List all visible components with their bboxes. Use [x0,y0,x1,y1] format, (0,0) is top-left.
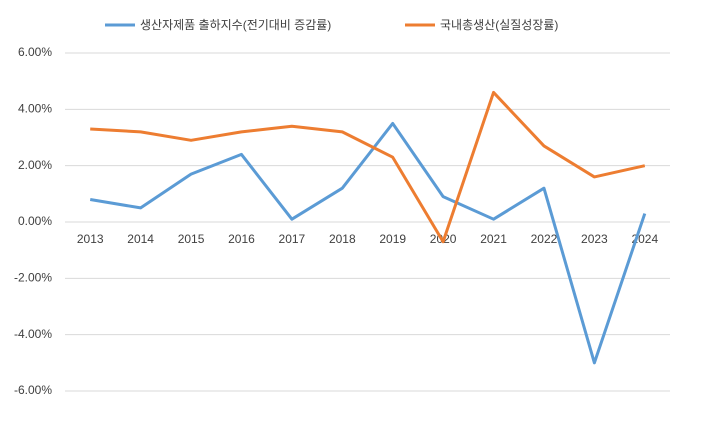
y-tick-label: -6.00% [14,383,52,397]
x-tick-label: 2019 [379,232,406,246]
x-tick-label: 2017 [279,232,306,246]
y-tick-label: -2.00% [14,271,52,285]
y-tick-label: 6.00% [18,45,52,59]
x-tick-label: 2014 [127,232,154,246]
x-tick-label: 2022 [531,232,558,246]
x-tick-label: 2018 [329,232,356,246]
legend-label: 생산자제품 출하지수(전기대비 증감률) [140,18,331,32]
legend-label: 국내총생산(실질성장률) [440,18,558,32]
y-tick-label: -4.00% [14,327,52,341]
y-tick-label: 0.00% [18,214,52,228]
x-tick-label: 2013 [77,232,104,246]
x-tick-label: 2015 [178,232,205,246]
series-line [89,121,647,365]
x-tick-label: 2016 [228,232,255,246]
y-tick-label: 2.00% [18,158,52,172]
x-tick-label: 2023 [581,232,608,246]
x-tick-label: 2021 [480,232,507,246]
y-tick-label: 4.00% [18,102,52,116]
series-line [90,90,646,244]
